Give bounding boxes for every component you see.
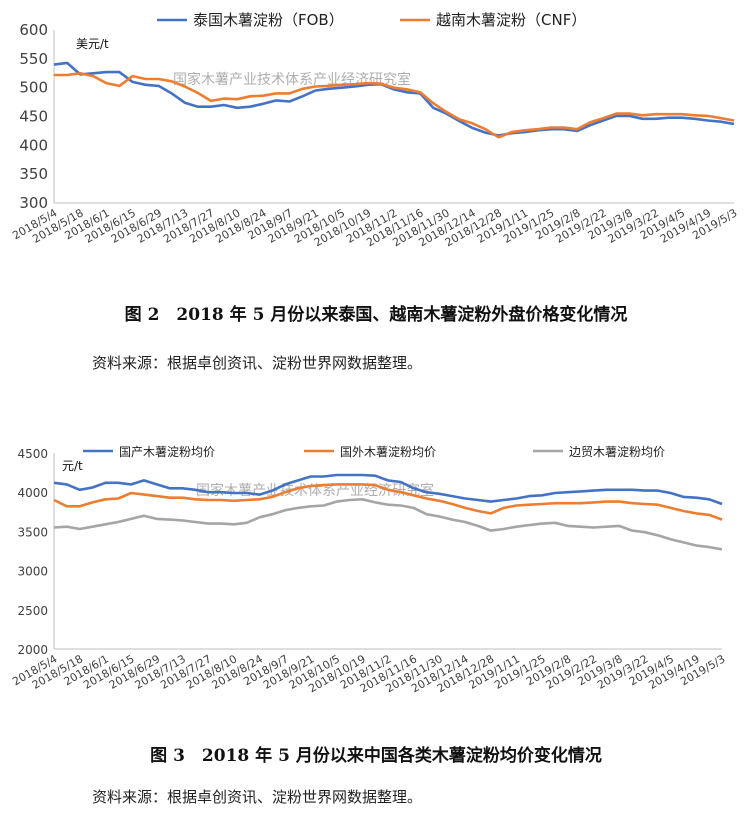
y-tick-label: 450: [19, 108, 48, 126]
y-tick-label: 2500: [17, 604, 48, 618]
y-tick-label: 400: [19, 136, 48, 154]
y-tick-label: 4000: [17, 486, 48, 500]
y-tick-label: 500: [19, 79, 48, 97]
figure-2-caption: 图 2 2018 年 5 月份以来泰国、越南木薯淀粉外盘价格变化情况: [124, 305, 628, 325]
series-line-2: [53, 483, 723, 521]
line-chart-domestic-prices: 200025003000350040004500元/t国家木薯产业技术体系产业经…: [10, 445, 727, 695]
series-line-3: [53, 498, 723, 551]
legend-label-2: 越南木薯淀粉（CNF）: [436, 11, 586, 29]
y-tick-label: 550: [19, 50, 48, 68]
y-tick-label: 300: [19, 194, 48, 212]
series-line-1: [53, 61, 735, 137]
series-line-2: [54, 72, 735, 139]
unit-label: 元/t: [62, 459, 83, 473]
chart-figure-3: 2000 2500 3000 3500 4000 4500 元/t 国家木薯产业技术体系产业经…: [0, 440, 752, 710]
y-tick-label: 600: [19, 21, 48, 39]
legend-label-1: 国产木薯淀粉均价: [119, 445, 215, 459]
legend-label-3: 边贸木薯淀粉均价: [569, 445, 665, 459]
figure-3-source: 资料来源：根据卓创资讯、淀粉世界网数据整理。: [92, 788, 423, 806]
y-tick-label: 4500: [17, 447, 48, 461]
figure-3-caption: 图 3 2018 年 5 月份以来中国各类木薯淀粉均价变化情况: [150, 746, 602, 766]
unit-label: 美元/t: [76, 37, 109, 51]
y-tick-label: 2000: [17, 643, 48, 657]
line-chart-export-prices: 300350400450500550600美元/t国家木薯产业技术体系产业经济研…: [10, 11, 739, 249]
y-tick-label: 3500: [17, 525, 48, 539]
y-tick-label: 3000: [17, 565, 48, 579]
figure-2-source: 资料来源：根据卓创资讯、淀粉世界网数据整理。: [92, 354, 423, 372]
legend-label-1: 泰国木薯淀粉（FOB）: [193, 11, 344, 29]
series-line-1: [53, 473, 723, 506]
legend-label-2: 国外木薯淀粉均价: [340, 445, 436, 459]
chart-figure-2: 300 350 400 450 500 550 600 美元/t 国家木薯产业技术体系产业经济研…: [0, 0, 752, 285]
y-tick-label: 350: [19, 165, 48, 183]
